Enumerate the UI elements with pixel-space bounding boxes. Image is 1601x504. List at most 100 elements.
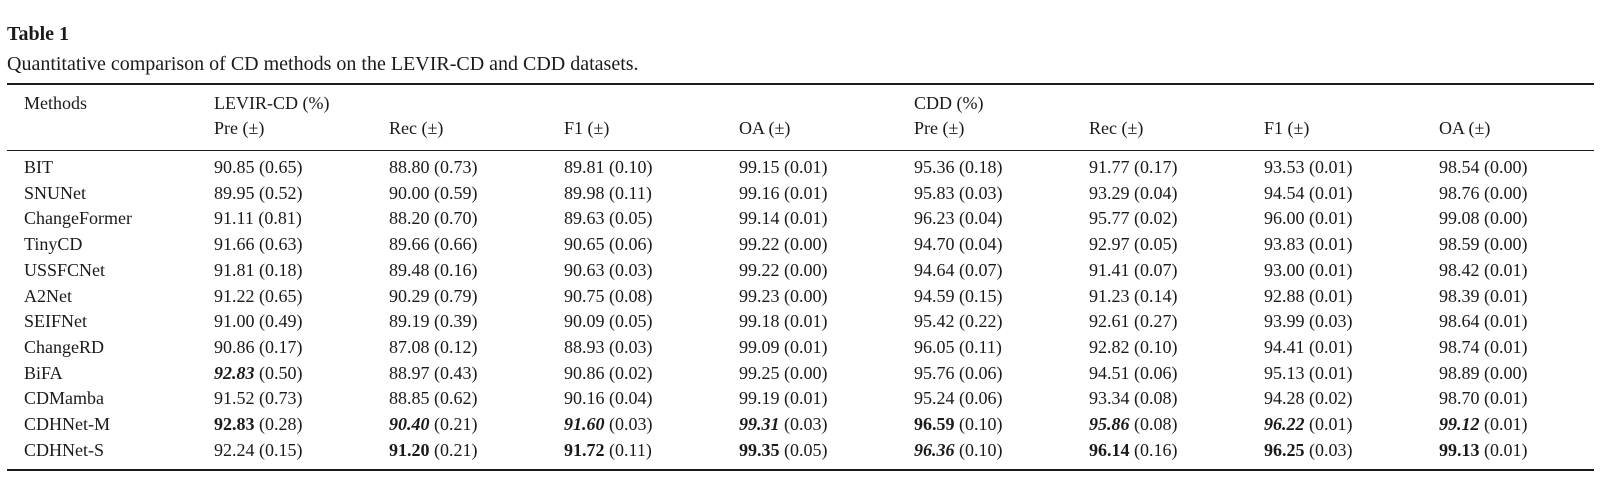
cell-value: 91.72 (564, 440, 605, 460)
cell-std: (0.03) (784, 414, 828, 434)
table-cell: 96.14 (0.16) (1089, 439, 1178, 461)
cell-std: (0.73) (259, 388, 303, 408)
method-name: CDHNet-S (24, 440, 104, 460)
table-cell: 88.80 (0.73) (389, 156, 478, 178)
cell-std: (0.01) (1309, 363, 1353, 383)
table-cell: 89.66 (0.66) (389, 233, 478, 255)
table-cell: 89.48 (0.16) (389, 259, 478, 281)
cell-std: (0.11) (959, 337, 1002, 357)
cell-value: 88.80 (389, 157, 430, 177)
table-caption-label: Table 1 (7, 23, 70, 45)
cell-std: (0.17) (1134, 157, 1178, 177)
cell-std: (0.10) (959, 414, 1003, 434)
cell-value: 91.11 (214, 208, 254, 228)
cell-value: 93.53 (1264, 157, 1305, 177)
cell-value: 95.77 (1089, 208, 1130, 228)
table-cell: 90.29 (0.79) (389, 285, 478, 307)
cell-std: (0.01) (1309, 260, 1353, 280)
cell-std: (0.10) (959, 440, 1003, 460)
cell-std: (0.01) (1309, 208, 1353, 228)
cell-value: 96.05 (914, 337, 955, 357)
cell-value: 91.81 (214, 260, 255, 280)
cell-value: 96.00 (1264, 208, 1305, 228)
table-cell: 94.64 (0.07) (914, 259, 1003, 281)
cell-value: 90.86 (564, 363, 605, 383)
metric-header: Rec (±) (389, 118, 444, 138)
table-cell: 89.63 (0.05) (564, 207, 653, 229)
metric-header: OA (±) (1439, 118, 1491, 138)
cell-value: 99.22 (739, 234, 780, 254)
table-cell: 89.95 (0.52) (214, 182, 303, 204)
table-cell: 99.13 (0.01) (1439, 439, 1528, 461)
cell-std: (0.04) (1134, 183, 1178, 203)
table-cell: 88.93 (0.03) (564, 336, 653, 358)
cell-value: 90.09 (564, 311, 605, 331)
cell-std: (0.00) (1484, 363, 1528, 383)
cell-std: (0.65) (259, 157, 303, 177)
table-cell: 98.74 (0.01) (1439, 336, 1528, 358)
cell-std: (0.03) (1309, 311, 1353, 331)
cell-std: (0.05) (609, 311, 653, 331)
cell-std: (0.18) (959, 157, 1003, 177)
table-cell: 98.54 (0.00) (1439, 156, 1528, 178)
cell-std: (0.05) (609, 208, 653, 228)
table-cell: 95.83 (0.03) (914, 182, 1003, 204)
table-cell: 93.83 (0.01) (1264, 233, 1353, 255)
cell-value: 89.81 (564, 157, 605, 177)
cell-std: (0.01) (1484, 440, 1528, 460)
cell-std: (0.00) (1484, 157, 1528, 177)
cell-std: (0.27) (1134, 311, 1178, 331)
table-cell: 98.89 (0.00) (1439, 362, 1528, 384)
cell-value: 92.82 (1089, 337, 1130, 357)
table-cell: 90.86 (0.17) (214, 336, 303, 358)
cell-std: (0.00) (1484, 183, 1528, 203)
table-cell: 99.14 (0.01) (739, 207, 828, 229)
table-cell: 90.09 (0.05) (564, 310, 653, 332)
cell-value: 94.70 (914, 234, 955, 254)
cell-std: (0.28) (259, 414, 303, 434)
cell-std: (0.01) (784, 311, 828, 331)
cell-std: (0.02) (1134, 208, 1178, 228)
table-cell: 99.16 (0.01) (739, 182, 828, 204)
table-cell: 94.28 (0.02) (1264, 387, 1353, 409)
cell-std: (0.50) (259, 363, 303, 383)
table-cell: 95.86 (0.08) (1089, 413, 1178, 435)
cell-std: (0.00) (784, 363, 828, 383)
cell-std: (0.17) (259, 337, 303, 357)
cell-std: (0.39) (434, 311, 478, 331)
cell-std: (0.03) (609, 337, 653, 357)
cell-std: (0.01) (784, 388, 828, 408)
cell-std: (0.21) (434, 440, 478, 460)
cell-value: 98.76 (1439, 183, 1480, 203)
table-cell: 91.60 (0.03) (564, 413, 653, 435)
cell-std: (0.16) (1134, 440, 1178, 460)
cell-std: (0.10) (609, 157, 653, 177)
table-cell: 91.00 (0.49) (214, 310, 303, 332)
table-header-rule (7, 150, 1594, 151)
cell-std: (0.63) (259, 234, 303, 254)
cell-std: (0.03) (609, 260, 653, 280)
table-cell: 96.05 (0.11) (914, 336, 1002, 358)
cell-value: 94.28 (1264, 388, 1305, 408)
table-cell: 94.54 (0.01) (1264, 182, 1353, 204)
table-cell: 91.41 (0.07) (1089, 259, 1178, 281)
table-cell: 98.76 (0.00) (1439, 182, 1528, 204)
cell-std: (0.43) (434, 363, 478, 383)
cell-std: (0.00) (1484, 234, 1528, 254)
cell-value: 98.70 (1439, 388, 1480, 408)
cell-value: 91.20 (389, 440, 430, 460)
cell-value: 99.25 (739, 363, 780, 383)
table-cell: 90.86 (0.02) (564, 362, 653, 384)
cell-value: 99.35 (739, 440, 780, 460)
cell-value: 99.23 (739, 286, 780, 306)
cell-value: 99.08 (1439, 208, 1480, 228)
cell-std: (0.70) (434, 208, 478, 228)
cell-value: 94.59 (914, 286, 955, 306)
cell-value: 90.40 (389, 414, 430, 434)
cell-value: 92.83 (214, 414, 255, 434)
cell-value: 91.52 (214, 388, 255, 408)
table-cell: 91.11 (0.81) (214, 207, 302, 229)
cell-value: 95.76 (914, 363, 955, 383)
cell-std: (0.01) (1484, 337, 1528, 357)
cell-std: (0.59) (434, 183, 478, 203)
